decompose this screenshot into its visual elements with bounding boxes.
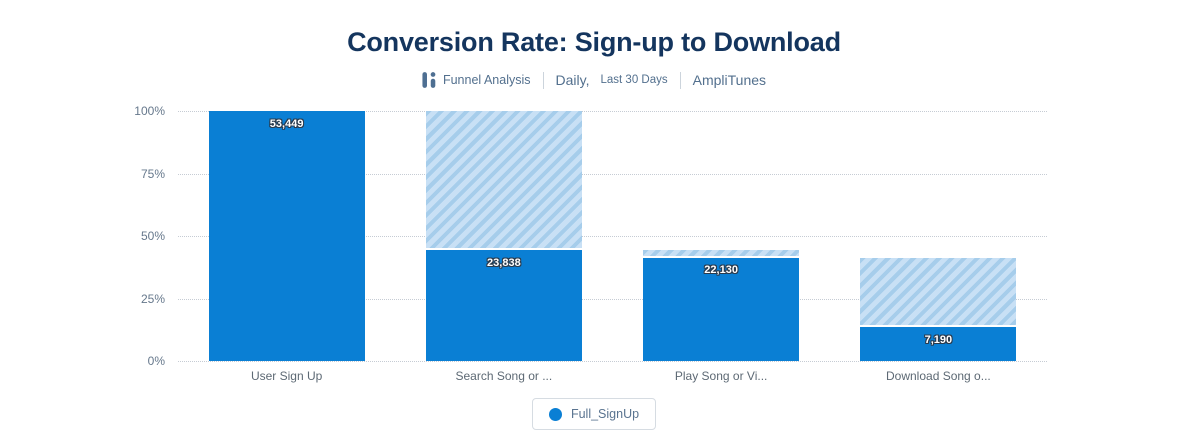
period-secondary: Last 30 Days — [600, 74, 668, 86]
y-tick-label: 50% — [140, 229, 165, 243]
funnel-bar-3[interactable] — [643, 257, 800, 361]
y-axis: 100% 75% 50% 25% 0% — [0, 104, 165, 368]
funnel-dropoff-segment-2[interactable] — [425, 111, 582, 248]
gridline — [178, 173, 1047, 175]
x-tick-label: Download Song o... — [886, 369, 991, 383]
x-axis: User Sign Up Search Song or ... Play Song … — [178, 369, 1047, 385]
bar-value-label: 7,190 — [924, 334, 953, 347]
x-tick-label: User Sign Up — [250, 369, 323, 383]
funnel-dropoff-segment-3[interactable] — [643, 249, 800, 256]
bar-value-label: 22,130 — [704, 264, 738, 277]
legend-item-full-signup[interactable]: Full_SignUp — [531, 398, 657, 430]
gridline — [178, 361, 1047, 362]
funnel-dropoff-segment-4[interactable] — [860, 257, 1017, 326]
funnel-bar-1[interactable] — [208, 111, 365, 361]
chart-subtitle: Funnel Analysis Daily, Last 30 Days Ampli… — [0, 71, 1188, 89]
chart-type-label: Funnel Analysis — [442, 73, 531, 87]
y-tick-label: 0% — [147, 354, 165, 368]
period-primary: Daily, — [555, 72, 590, 88]
chart-title: Conversion Rate: Sign-up to Download — [347, 27, 841, 57]
gridline — [178, 298, 1047, 300]
x-tick-label: Search Song or ... — [455, 369, 553, 383]
funnel-bar-2[interactable] — [425, 249, 582, 361]
subtitle-divider — [542, 71, 544, 89]
funnel-analysis-icon — [422, 72, 436, 88]
funnel-bar-4[interactable] — [860, 327, 1017, 361]
x-tick-label: Play Song or Vi... — [674, 369, 768, 383]
y-tick-label: 25% — [140, 291, 165, 306]
gridline — [178, 111, 1047, 112]
subtitle-divider — [679, 71, 681, 89]
legend-swatch — [548, 407, 562, 421]
bar-value-label: 53,449 — [269, 118, 304, 130]
gridline — [178, 236, 1047, 237]
period-item: Daily, Last 30 Days — [556, 72, 668, 88]
y-tick-label: 100% — [134, 104, 165, 118]
legend-label: Full_SignUp — [570, 407, 640, 421]
chart-type-item: Funnel Analysis — [422, 71, 531, 89]
bar-value-label: 23,838 — [487, 256, 521, 269]
plot-area: 53,449 23,838 22,130 7,190 — [178, 111, 1047, 362]
legend: Full_SignUp — [0, 398, 1188, 430]
project-label: AmpliTunes — [692, 72, 767, 88]
y-tick-label: 75% — [140, 166, 165, 181]
